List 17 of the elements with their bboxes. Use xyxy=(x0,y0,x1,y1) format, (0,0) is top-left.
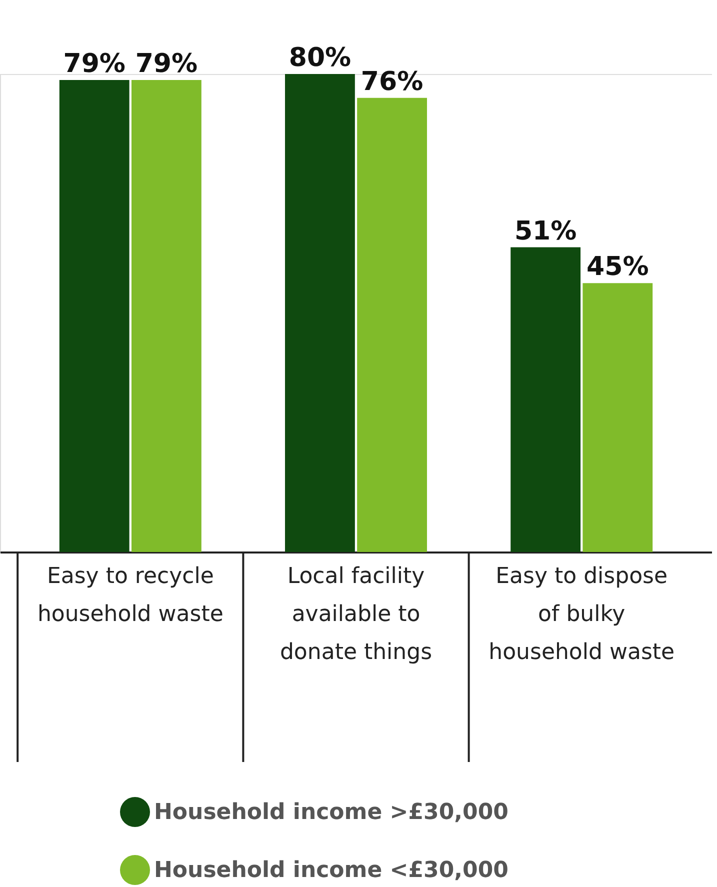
data-label: 45% xyxy=(586,252,649,282)
legend-label: Household income <£30,000 xyxy=(154,858,508,883)
data-label: 79% xyxy=(63,48,126,79)
bar xyxy=(510,247,581,552)
data-label: 80% xyxy=(288,43,352,73)
data-label: 79% xyxy=(135,48,198,79)
data-label: 76% xyxy=(360,66,424,97)
x-tick-label: Local facility available to donate things xyxy=(280,564,432,665)
bar xyxy=(285,74,355,552)
bar xyxy=(131,80,202,552)
bar xyxy=(357,98,427,552)
data-label: 51% xyxy=(514,216,577,246)
x-tick-label: Easy to recycle household waste xyxy=(37,564,224,627)
legend-label: Household income >£30,000 xyxy=(154,800,508,825)
bar xyxy=(59,80,130,552)
bar xyxy=(582,283,653,552)
x-tick-label: Easy to dispose of bulky household waste xyxy=(488,564,675,665)
